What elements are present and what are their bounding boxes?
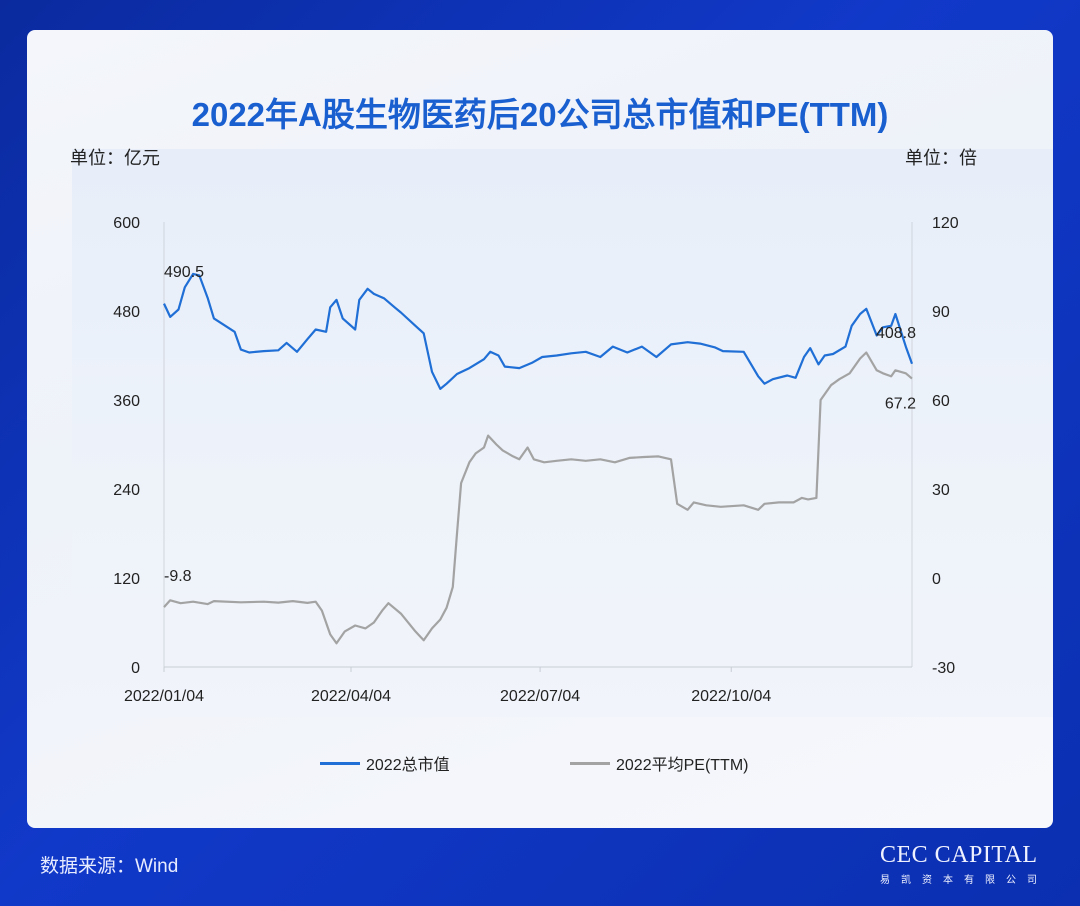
x-axis-tick-label: 2022/07/04 (500, 688, 580, 705)
left-axis-tick-label: 480 (113, 304, 140, 321)
left-axis-tick-label: 240 (113, 482, 140, 499)
x-axis-tick-label: 2022/10/04 (691, 688, 771, 705)
left-axis-tick-label: 0 (131, 660, 140, 677)
left-axis-unit-label: 单位：亿元 (70, 148, 160, 168)
legend-label-pe: 2022平均PE(TTM) (616, 757, 749, 774)
data-source-note: 数据来源：Wind (40, 856, 179, 877)
data-label: 408.8 (876, 325, 916, 342)
right-axis-tick-label: 60 (932, 393, 950, 410)
right-axis-tick-label: 0 (932, 571, 941, 588)
left-axis-tick-label: 120 (113, 571, 140, 588)
logo-wordmark: CEC CAPITAL (880, 842, 1038, 868)
right-axis-tick-label: 120 (932, 215, 959, 232)
data-label: -9.8 (164, 568, 192, 585)
series-line-pe (163, 351, 913, 645)
left-axis-tick-label: 600 (113, 215, 140, 232)
legend-item-pe: 2022平均PE(TTM) (570, 751, 748, 775)
legend-swatch-market-cap (320, 761, 360, 765)
chart-card: 2022年A股生物医药后20公司总市值和PE(TTM) (27, 30, 1053, 828)
right-axis-tick-label: -30 (932, 660, 955, 677)
x-axis-tick-label: 2022/01/04 (124, 688, 204, 705)
legend-swatch-pe (570, 761, 610, 765)
chart-lines (163, 272, 914, 645)
logo-chinese-name: 易凯资本有限公司 (880, 875, 1048, 886)
x-axis-tick-label: 2022/04/04 (311, 688, 391, 705)
right-axis-unit-label: 单位：倍 (905, 148, 977, 168)
data-label: 67.2 (885, 396, 916, 413)
cec-capital-logo: CEC CAPITAL 易凯资本有限公司 (880, 842, 1055, 886)
right-axis-tick-label: 30 (932, 482, 950, 499)
plot-panel (72, 149, 1053, 717)
chart-data-labels: 490.5 408.8 -9.8 67.2 (164, 264, 916, 585)
left-axis-tick-label: 360 (113, 393, 140, 410)
legend-item-market-cap: 2022总市值 (320, 751, 450, 775)
series-line-market-cap (163, 272, 914, 390)
legend-label-market-cap: 2022总市值 (366, 757, 450, 774)
data-label: 490.5 (164, 264, 204, 281)
right-axis-tick-label: 90 (932, 304, 950, 321)
chart-title: 2022年A股生物医药后20公司总市值和PE(TTM) (191, 96, 889, 133)
chart-axes: 0 120 240 360 480 600 -30 0 30 60 90 120 2022/01/04 2… (113, 215, 959, 705)
